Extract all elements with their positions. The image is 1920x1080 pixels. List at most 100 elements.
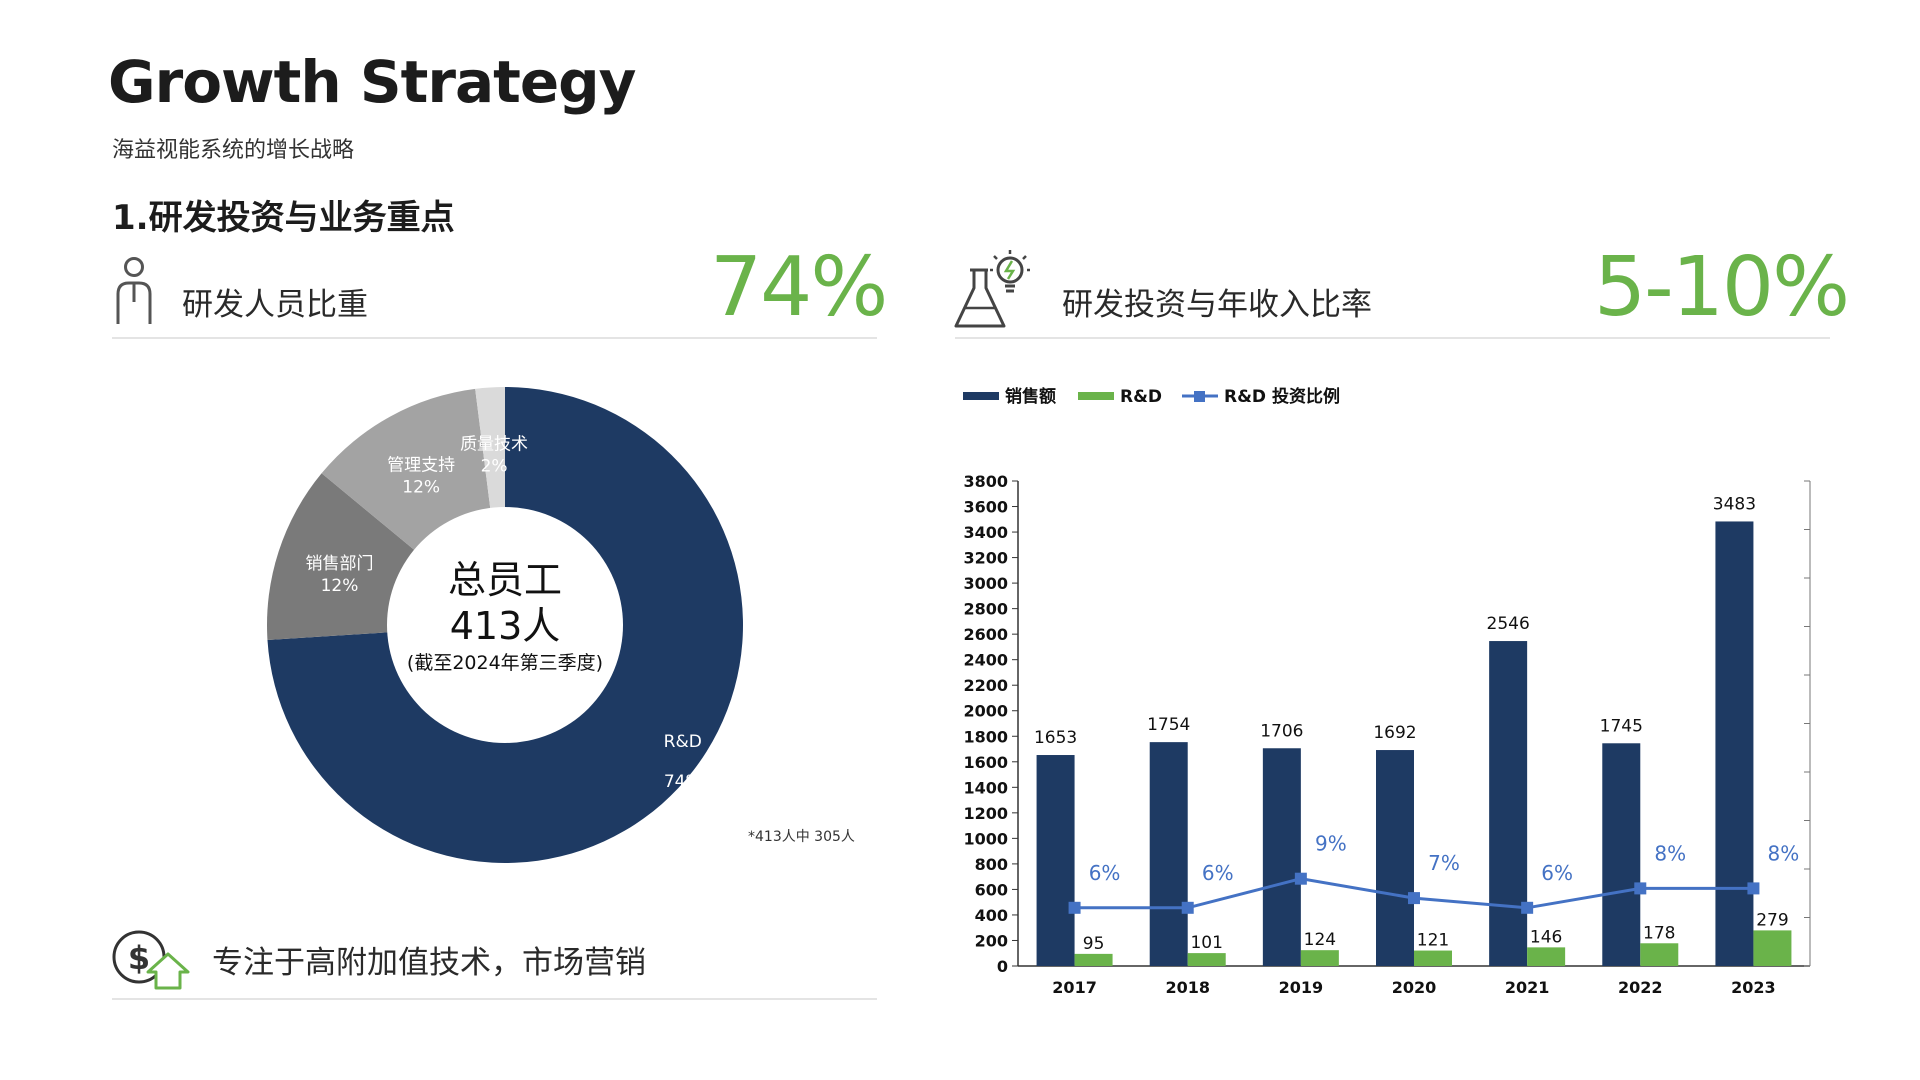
bar-sales-2021 (1489, 641, 1528, 966)
bar-rd-2023 (1753, 930, 1792, 966)
bar-sales-label-2020: 1692 (1373, 723, 1416, 743)
legend-marker-ratio (1194, 391, 1205, 402)
bar-rd-label-2019: 124 (1304, 930, 1336, 950)
y-tick-label-3: 600 (975, 880, 1008, 899)
bar-sales-2017 (1036, 755, 1075, 966)
bar-rd-2022 (1640, 943, 1679, 966)
y-tick-label-7: 1400 (963, 778, 1008, 797)
y-tick-label-6: 1200 (963, 804, 1008, 823)
bar-rd-2019 (1300, 950, 1339, 966)
y-tick-label-11: 2200 (963, 676, 1008, 695)
bar-sales-label-2023: 3483 (1713, 494, 1756, 514)
y-tick-label-8: 1600 (963, 753, 1008, 772)
donut-label-2: 管理支持 (387, 456, 455, 476)
ratio-marker-2020 (1408, 892, 1420, 905)
bar-sales-2019 (1262, 748, 1301, 966)
legend-label-sales: 销售额 (1005, 386, 1056, 407)
y-tick-label-18: 3600 (963, 498, 1008, 517)
y-tick-label-2: 400 (975, 906, 1008, 925)
ratio-marker-2023 (1747, 882, 1760, 895)
ratio-marker-2021 (1521, 901, 1534, 914)
y-tick-label-14: 2800 (963, 600, 1008, 619)
divider (112, 337, 877, 339)
bar-sales-label-2019: 1706 (1260, 721, 1303, 741)
y-tick-label-4: 800 (975, 855, 1008, 874)
kpi-label-rd-staff: 研发人员比重 (182, 287, 368, 323)
bar-rd-2018 (1187, 953, 1226, 966)
bar-rd-label-2020: 121 (1417, 931, 1449, 951)
bar-rd-2021 (1527, 947, 1566, 966)
ratio-marker-2017 (1068, 901, 1081, 914)
section-heading: 1.研发投资与业务重点 (112, 198, 455, 238)
donut-center-count: 413人 (450, 604, 561, 648)
y-tick-label-0: 0 (997, 957, 1008, 976)
x-tick-label-2023: 2023 (1731, 978, 1776, 997)
x-tick-label-2017: 2017 (1052, 978, 1097, 997)
focus-statement: 专注于高附加值技术，市场营销 (212, 945, 646, 981)
kpi-value-rd-investment: 5-10% (1594, 240, 1850, 335)
ratio-label-2023: 8% (1768, 841, 1800, 865)
y-tick-label-9: 1800 (963, 727, 1008, 746)
sales-rd-chart: 销售额 R&D R&D 投资比例 0 200 400 600 800 1000 1200 14… (963, 386, 1811, 997)
dollar-growth-icon: $ (112, 930, 190, 990)
bar-rd-label-2021: 146 (1530, 927, 1562, 947)
y-tick-label-1: 200 (975, 931, 1008, 950)
lab-flask-bulb-icon (954, 250, 1030, 328)
bar-sales-label-2021: 2546 (1487, 614, 1530, 634)
person-icon (116, 257, 152, 324)
svg-text:$: $ (128, 939, 150, 977)
kpi-label-rd-investment: 研发投资与年收入比率 (1062, 287, 1372, 323)
donut-footnote: *413人中 305人 (748, 829, 855, 845)
bar-sales-label-2018: 1754 (1147, 715, 1190, 735)
bar-rd-label-2023: 279 (1756, 910, 1788, 930)
bar-sales-label-2017: 1653 (1034, 728, 1077, 748)
x-tick-label-2021: 2021 (1505, 978, 1550, 997)
ratio-marker-2019 (1294, 872, 1307, 885)
bar-sales-2022 (1602, 743, 1641, 966)
ratio-label-2018: 6% (1202, 861, 1234, 885)
ratio-marker-2022 (1634, 882, 1647, 895)
ratio-label-2021: 6% (1541, 861, 1573, 885)
y-tick-label-17: 3400 (963, 523, 1008, 542)
x-tick-label-2022: 2022 (1618, 978, 1663, 997)
donut-center-note: (截至2024年第三季度) (407, 652, 603, 674)
y-tick-label-15: 3000 (963, 574, 1008, 593)
y-tick-label-12: 2400 (963, 651, 1008, 670)
donut-pct-1: 12% (321, 576, 359, 596)
page-subtitle: 海益视能系统的增长战略 (112, 138, 355, 163)
y-tick-label-19: 3800 (963, 472, 1008, 491)
divider (112, 998, 877, 1000)
bar-rd-label-2018: 101 (1190, 933, 1222, 953)
bar-rd-label-2022: 178 (1643, 923, 1675, 943)
bar-sales-label-2022: 1745 (1600, 716, 1643, 736)
legend-swatch-rd (1078, 392, 1114, 400)
bar-sales-2023 (1715, 521, 1754, 966)
bar-rd-2017 (1074, 953, 1113, 966)
donut-pct-2: 12% (402, 478, 440, 498)
legend-label-rd: R&D (1120, 387, 1162, 407)
legend-swatch-sales (963, 392, 999, 400)
y-tick-label-10: 2000 (963, 702, 1008, 721)
donut-pct-3: 2% (481, 456, 508, 476)
legend-label-ratio: R&D 投资比例 (1224, 386, 1340, 407)
x-tick-label-2020: 2020 (1392, 978, 1437, 997)
kpi-value-rd-staff: 74% (710, 240, 888, 335)
bar-sales-2018 (1149, 742, 1188, 966)
y-tick-label-13: 2600 (963, 625, 1008, 644)
ratio-label-2022: 8% (1654, 841, 1686, 865)
divider (955, 337, 1830, 339)
y-tick-label-5: 1000 (963, 829, 1008, 848)
y-tick-label-16: 3200 (963, 549, 1008, 568)
bar-sales-2020 (1376, 750, 1414, 966)
ratio-label-2020: 7% (1428, 851, 1460, 875)
donut-label-1: 销售部门 (306, 554, 374, 574)
bar-rd-2020 (1414, 950, 1452, 966)
x-tick-label-2019: 2019 (1279, 978, 1324, 997)
x-tick-label-2018: 2018 (1165, 978, 1210, 997)
donut-label-0: R&D (664, 732, 702, 752)
donut-label-3: 质量技术 (460, 434, 528, 454)
ratio-label-2019: 9% (1315, 832, 1347, 856)
bar-rd-label-2017: 95 (1083, 934, 1105, 954)
ratio-marker-2018 (1181, 901, 1194, 914)
